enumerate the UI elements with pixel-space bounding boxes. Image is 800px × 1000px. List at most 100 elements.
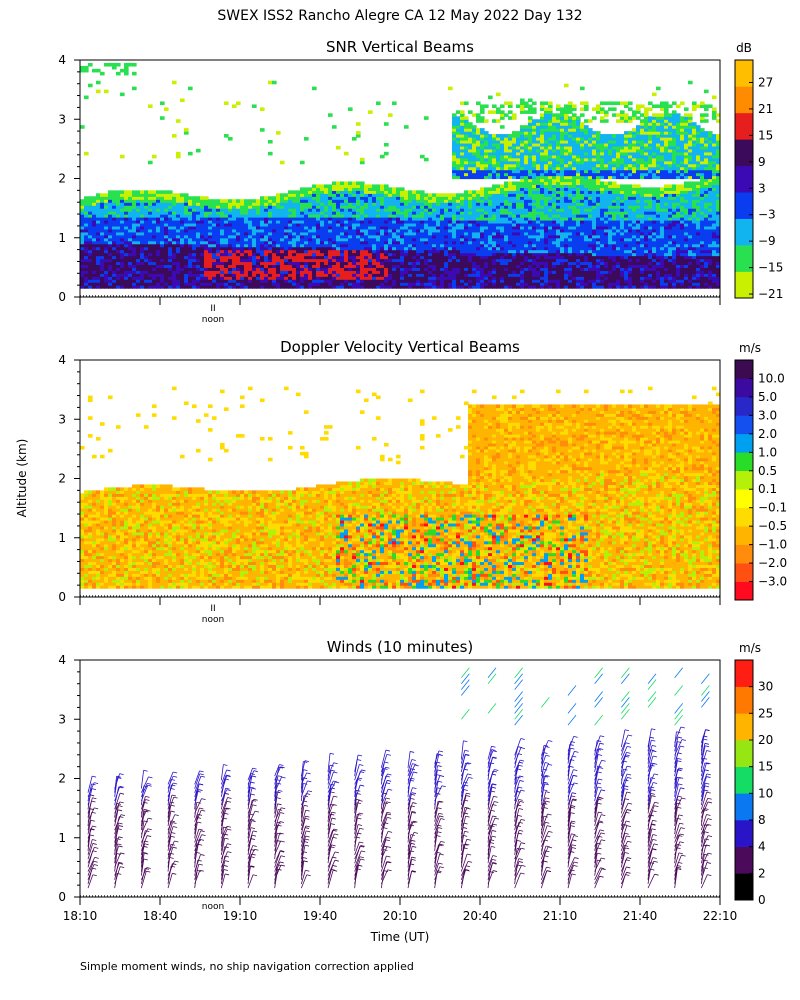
snr-cell	[236, 222, 241, 227]
snr-cell	[468, 211, 473, 215]
snr-cell	[548, 110, 553, 114]
snr-cell	[404, 202, 409, 206]
snr-cell	[232, 234, 237, 239]
snr-cell	[140, 249, 145, 254]
snr-cell	[384, 243, 389, 248]
snr-cell	[144, 208, 149, 212]
snr-cell	[316, 214, 321, 218]
snr-cell	[132, 219, 137, 224]
snr-cell	[124, 258, 129, 263]
snr-cell	[396, 231, 401, 236]
snr-cell	[424, 246, 429, 251]
snr-cell	[264, 279, 269, 283]
snr-cell	[240, 279, 245, 283]
snr-cell	[472, 175, 477, 180]
snr-cell	[320, 258, 325, 263]
snr-cell	[488, 211, 493, 215]
snr-cell	[352, 261, 357, 266]
snr-cell	[560, 148, 565, 153]
snr-cell	[160, 101, 165, 106]
snr-cell	[124, 228, 129, 233]
snr-cell	[260, 273, 265, 277]
snr-cell	[568, 211, 573, 215]
snr-cell	[544, 222, 549, 227]
snr-cell	[100, 246, 105, 251]
snr-cell	[268, 211, 273, 215]
snr-cell	[440, 222, 445, 227]
snr-cell	[420, 196, 425, 200]
snr-cell	[200, 231, 205, 236]
snr-cell	[524, 187, 529, 191]
snr-cell	[404, 246, 409, 251]
snr-cell	[508, 169, 513, 174]
snr-cell	[476, 228, 481, 233]
snr-cell	[184, 285, 189, 289]
snr-cell	[84, 270, 89, 274]
snr-cell	[360, 217, 365, 221]
snr-cell	[452, 252, 457, 257]
snr-cell	[200, 249, 205, 254]
snr-cell	[452, 282, 457, 286]
snr-cell	[308, 187, 313, 191]
snr-cell	[552, 273, 557, 277]
snr-cell	[472, 217, 477, 221]
snr-cell	[572, 270, 577, 274]
snr-cell	[304, 264, 309, 268]
snr-cell	[204, 252, 209, 257]
snr-cell	[184, 252, 189, 257]
snr-cell	[512, 202, 517, 206]
snr-cell	[120, 279, 125, 283]
snr-cell	[344, 222, 349, 227]
snr-cell	[108, 258, 113, 263]
snr-cell	[552, 157, 557, 162]
snr-cell	[504, 137, 509, 141]
snr-cell	[352, 214, 357, 218]
snr-cell	[568, 107, 573, 111]
snr-cell	[196, 264, 201, 268]
snr-cell	[332, 273, 337, 277]
snr-cell	[520, 137, 525, 141]
snr-cell	[456, 122, 461, 126]
snr-cell	[344, 181, 349, 186]
snr-cell	[444, 270, 449, 274]
snr-cell	[424, 208, 429, 212]
snr-cell	[160, 240, 165, 245]
snr-cell	[548, 282, 553, 286]
snr-cell	[84, 252, 89, 257]
snr-cell	[408, 211, 413, 215]
snr-cell	[492, 282, 497, 286]
snr-cell	[516, 237, 521, 242]
snr-cell	[400, 252, 405, 257]
snr-cell	[544, 125, 549, 129]
snr-cell	[540, 137, 545, 141]
snr-cell	[240, 270, 245, 274]
snr-cell	[256, 234, 261, 239]
snr-cell	[456, 134, 461, 138]
snr-cell	[244, 267, 249, 271]
snr-cell	[328, 267, 333, 271]
snr-cell	[352, 181, 357, 186]
snr-cell	[224, 264, 229, 268]
snr-cell	[160, 279, 165, 283]
snr-cell	[504, 273, 509, 277]
snr-cell	[396, 217, 401, 221]
snr-cell	[96, 261, 101, 266]
snr-cell	[544, 267, 549, 271]
snr-cell	[108, 252, 113, 257]
snr-cell	[356, 282, 361, 286]
snr-cell	[332, 181, 337, 186]
snr-cell	[516, 172, 521, 177]
snr-cell	[484, 193, 489, 197]
snr-cell	[128, 252, 133, 257]
snr-cell	[524, 243, 529, 248]
snr-cell	[276, 131, 281, 135]
snr-cell	[548, 104, 553, 108]
snr-cell	[268, 276, 273, 280]
snr-cell	[188, 249, 193, 254]
snr-cell	[512, 246, 517, 251]
snr-cell	[260, 228, 265, 233]
snr-cell	[228, 258, 233, 263]
snr-cell	[580, 175, 585, 180]
snr-cell	[160, 190, 165, 194]
snr-cell	[404, 261, 409, 266]
